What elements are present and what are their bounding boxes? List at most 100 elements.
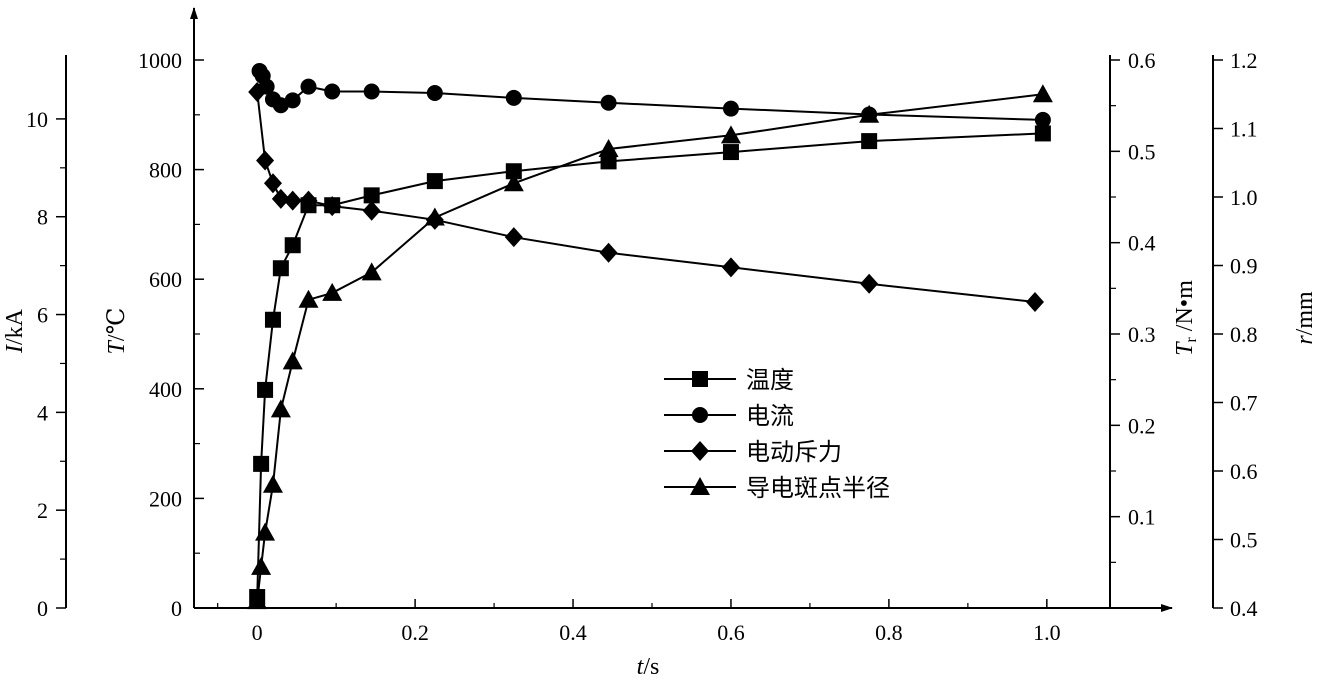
radius-tick-label: 1.0 <box>1230 185 1258 210</box>
series-1 <box>249 125 1051 606</box>
radius-tick-label: 0.4 <box>1230 596 1258 621</box>
current-tick-label: 8 <box>37 205 48 230</box>
series-2 <box>251 62 1051 128</box>
data-point <box>300 78 317 95</box>
force-tick-label: 0.1 <box>1128 505 1156 530</box>
data-point <box>363 83 380 100</box>
data-point <box>299 190 318 211</box>
force-tick-label: 0.4 <box>1128 231 1156 256</box>
x-axis-ticks: 0 0.2 0.4 0.6 0.8 1.0 <box>217 599 1061 645</box>
legend-marker <box>691 441 709 461</box>
data-point <box>251 556 272 575</box>
data-point <box>721 257 740 278</box>
data-point <box>1034 111 1051 128</box>
current-tick-label: 0 <box>37 596 48 621</box>
force-tick-label: 0.6 <box>1128 48 1156 73</box>
current-tick-label: 10 <box>26 107 48 132</box>
x-tick-label: 0.8 <box>875 620 903 645</box>
data-point <box>271 188 290 209</box>
data-point <box>1034 125 1051 142</box>
data-point <box>263 173 282 194</box>
data-point <box>262 474 283 493</box>
x-axis-title: t/s <box>637 654 660 678</box>
data-point <box>324 83 341 100</box>
data-point <box>861 133 878 150</box>
series-4 <box>247 84 1053 610</box>
data-point <box>363 187 380 204</box>
data-point <box>257 381 274 398</box>
series-layer <box>247 62 1053 610</box>
data-point <box>505 163 522 180</box>
series-line <box>256 93 1044 602</box>
data-point <box>1025 292 1044 313</box>
current-tick-label: 4 <box>37 400 48 425</box>
legend-item: 温度 <box>664 366 794 394</box>
radius-tick-label: 0.9 <box>1230 254 1258 279</box>
legend-item: 电动斥力 <box>664 438 842 466</box>
data-point <box>722 100 739 117</box>
data-point <box>282 351 303 370</box>
temperature-tick-label: 400 <box>149 377 182 402</box>
data-point <box>284 92 301 109</box>
radius-axis-ticks: 0.4 0.5 0.6 0.7 0.8 0.9 1.0 1.1 1.2 <box>1213 48 1258 621</box>
data-point <box>860 273 879 294</box>
radius-tick-label: 1.1 <box>1230 117 1258 142</box>
current-tick-label: 2 <box>37 498 48 523</box>
data-point <box>599 242 618 263</box>
temperature-tick-label: 200 <box>149 486 182 511</box>
data-point <box>426 84 443 101</box>
x-tick-label: 0.6 <box>717 620 745 645</box>
data-point <box>426 173 443 190</box>
data-point <box>272 260 289 277</box>
radius-tick-label: 0.6 <box>1230 459 1258 484</box>
data-point <box>361 262 382 281</box>
temperature-tick-label: 0 <box>171 596 182 621</box>
data-point <box>256 150 275 171</box>
data-point <box>247 591 268 610</box>
data-point <box>253 455 270 472</box>
temperature-tick-label: 800 <box>149 158 182 183</box>
data-point <box>720 125 741 144</box>
data-point <box>362 200 381 221</box>
radius-tick-label: 0.5 <box>1230 528 1258 553</box>
data-point <box>722 144 739 161</box>
temperature-tick-label: 600 <box>149 267 182 292</box>
data-point <box>248 81 267 102</box>
x-tick-label: 1.0 <box>1033 620 1061 645</box>
data-point <box>1032 84 1053 103</box>
radius-tick-label: 1.2 <box>1230 48 1258 73</box>
legend-marker <box>692 407 708 423</box>
data-point <box>323 196 342 217</box>
legend-label: 电流 <box>746 402 794 430</box>
data-point <box>600 153 617 170</box>
data-point <box>598 139 619 158</box>
data-point <box>322 282 343 301</box>
data-point <box>283 190 302 211</box>
x-tick-label: 0.2 <box>401 620 429 645</box>
force-axis-ticks: 0.1 0.2 0.3 0.4 0.5 0.6 <box>1110 48 1156 563</box>
legend-label: 导电斑点半径 <box>746 474 890 502</box>
data-point <box>504 227 523 248</box>
force-tick-label: 0.3 <box>1128 322 1156 347</box>
force-tick-label: 0.5 <box>1128 139 1156 164</box>
data-point <box>264 311 281 328</box>
data-point <box>859 104 880 123</box>
legend-label: 温度 <box>746 366 794 394</box>
force-tick-label: 0.2 <box>1128 413 1156 438</box>
data-point <box>505 89 522 106</box>
force-axis-title: Tr /N•m <box>1172 280 1200 356</box>
temperature-axis-title: T/℃ <box>104 308 130 355</box>
temperature-axis-ticks: 0 200 400 600 800 1000 <box>138 48 204 621</box>
current-axis-ticks: 0 2 4 6 8 10 <box>26 107 66 621</box>
legend-item: 电流 <box>664 402 794 430</box>
radius-axis-title: r/mm <box>1292 291 1318 345</box>
data-point <box>270 399 291 418</box>
current-axis-title: I/kA <box>2 308 28 354</box>
legend-marker <box>690 477 710 495</box>
legend-item: 导电斑点半径 <box>664 474 890 502</box>
data-point <box>298 289 319 308</box>
data-point <box>424 207 445 226</box>
data-point <box>284 237 301 254</box>
